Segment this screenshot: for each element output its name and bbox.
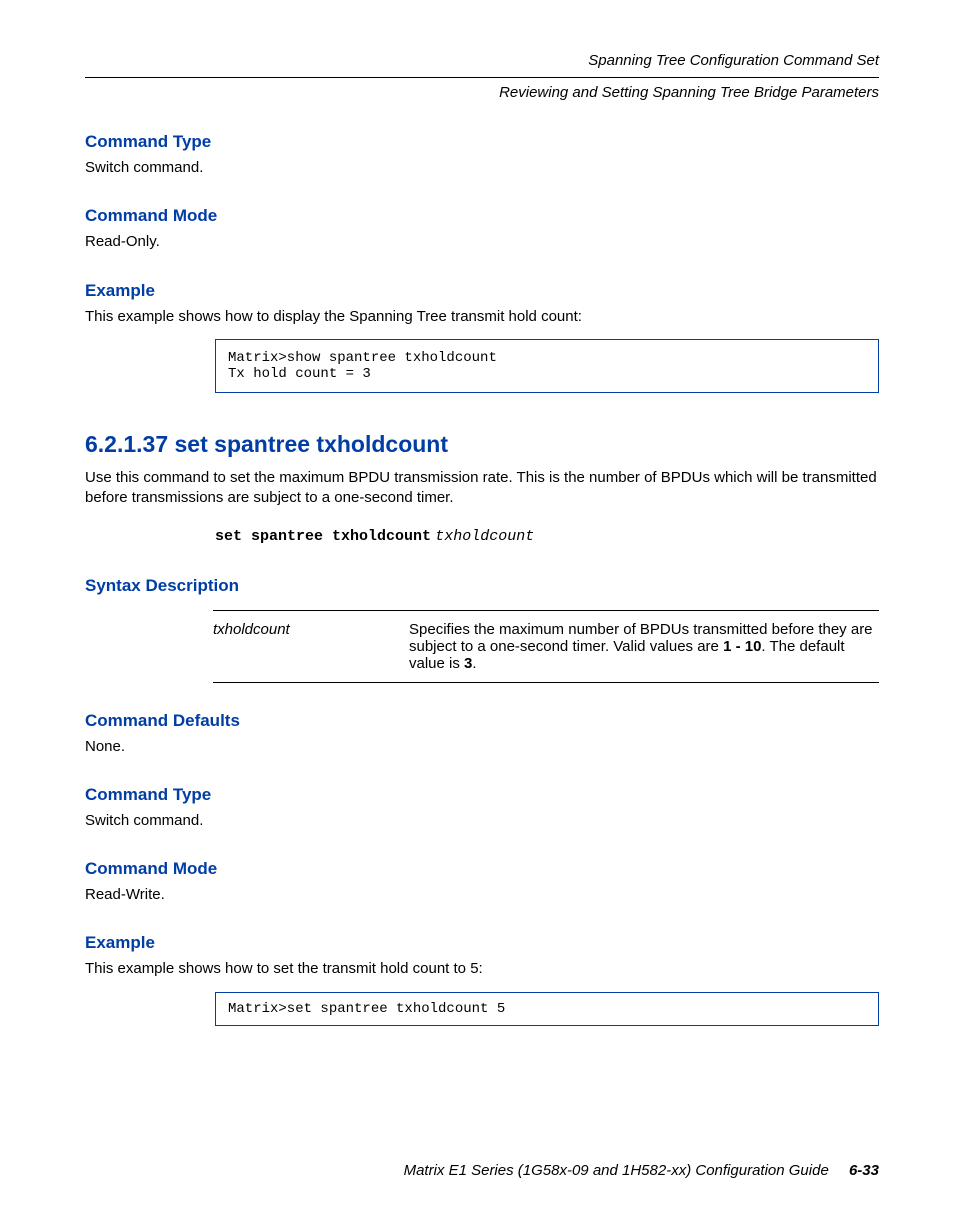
heading-command-type-2: Command Type xyxy=(85,785,879,805)
heading-command-type-1: Command Type xyxy=(85,132,879,152)
text-command-mode-1: Read-Only. xyxy=(85,232,879,252)
text-example-intro-2: This example shows how to set the transm… xyxy=(85,959,879,979)
major-desc: Use this command to set the maximum BPDU… xyxy=(85,468,879,509)
footer-page-number: 6-33 xyxy=(849,1162,879,1179)
heading-command-mode-2: Command Mode xyxy=(85,859,879,879)
syntax-param-desc: Specifies the maximum number of BPDUs tr… xyxy=(409,610,879,682)
example-box-1: Matrix>show spantree txholdcount Tx hold… xyxy=(215,339,879,393)
syntax-desc-3: . xyxy=(472,655,476,672)
syntax-desc-bold: 1 - 10 xyxy=(723,638,761,655)
heading-syntax-description: Syntax Description xyxy=(85,576,879,596)
page: Spanning Tree Configuration Command Set … xyxy=(0,0,954,1227)
header-line-2: Reviewing and Setting Spanning Tree Brid… xyxy=(85,82,879,105)
syntax-param: txholdcount xyxy=(435,528,534,545)
heading-example-2: Example xyxy=(85,933,879,953)
page-footer: Matrix E1 Series (1G58x-09 and 1H582-xx)… xyxy=(85,1162,879,1179)
text-command-mode-2: Read-Write. xyxy=(85,885,879,905)
heading-command-defaults: Command Defaults xyxy=(85,711,879,731)
footer-text: Matrix E1 Series (1G58x-09 and 1H582-xx)… xyxy=(404,1162,829,1179)
syntax-table: txholdcount Specifies the maximum number… xyxy=(213,610,879,683)
heading-example-1: Example xyxy=(85,281,879,301)
syntax-row: txholdcount Specifies the maximum number… xyxy=(213,610,879,682)
syntax-prefix: set spantree txholdcount xyxy=(215,528,431,545)
example-out-1: Tx hold count = 3 xyxy=(228,366,866,382)
text-example-intro-1: This example shows how to display the Sp… xyxy=(85,307,879,327)
header-line-1: Spanning Tree Configuration Command Set xyxy=(85,50,879,73)
text-command-type-1: Switch command. xyxy=(85,158,879,178)
syntax-line: set spantree txholdcount txholdcount xyxy=(215,526,879,547)
heading-command-mode-1: Command Mode xyxy=(85,206,879,226)
text-command-type-2: Switch command. xyxy=(85,811,879,831)
text-command-defaults: None. xyxy=(85,737,879,757)
syntax-param-name: txholdcount xyxy=(213,610,409,682)
example-cmd-1: Matrix>show spantree txholdcount xyxy=(228,350,866,366)
major-heading: 6.2.1.37 set spantree txholdcount xyxy=(85,431,879,458)
header-rule xyxy=(85,77,879,78)
example-cmd-2: Matrix>set spantree txholdcount 5 xyxy=(228,1001,866,1017)
example-box-2: Matrix>set spantree txholdcount 5 xyxy=(215,992,879,1026)
page-header: Spanning Tree Configuration Command Set … xyxy=(85,50,879,104)
